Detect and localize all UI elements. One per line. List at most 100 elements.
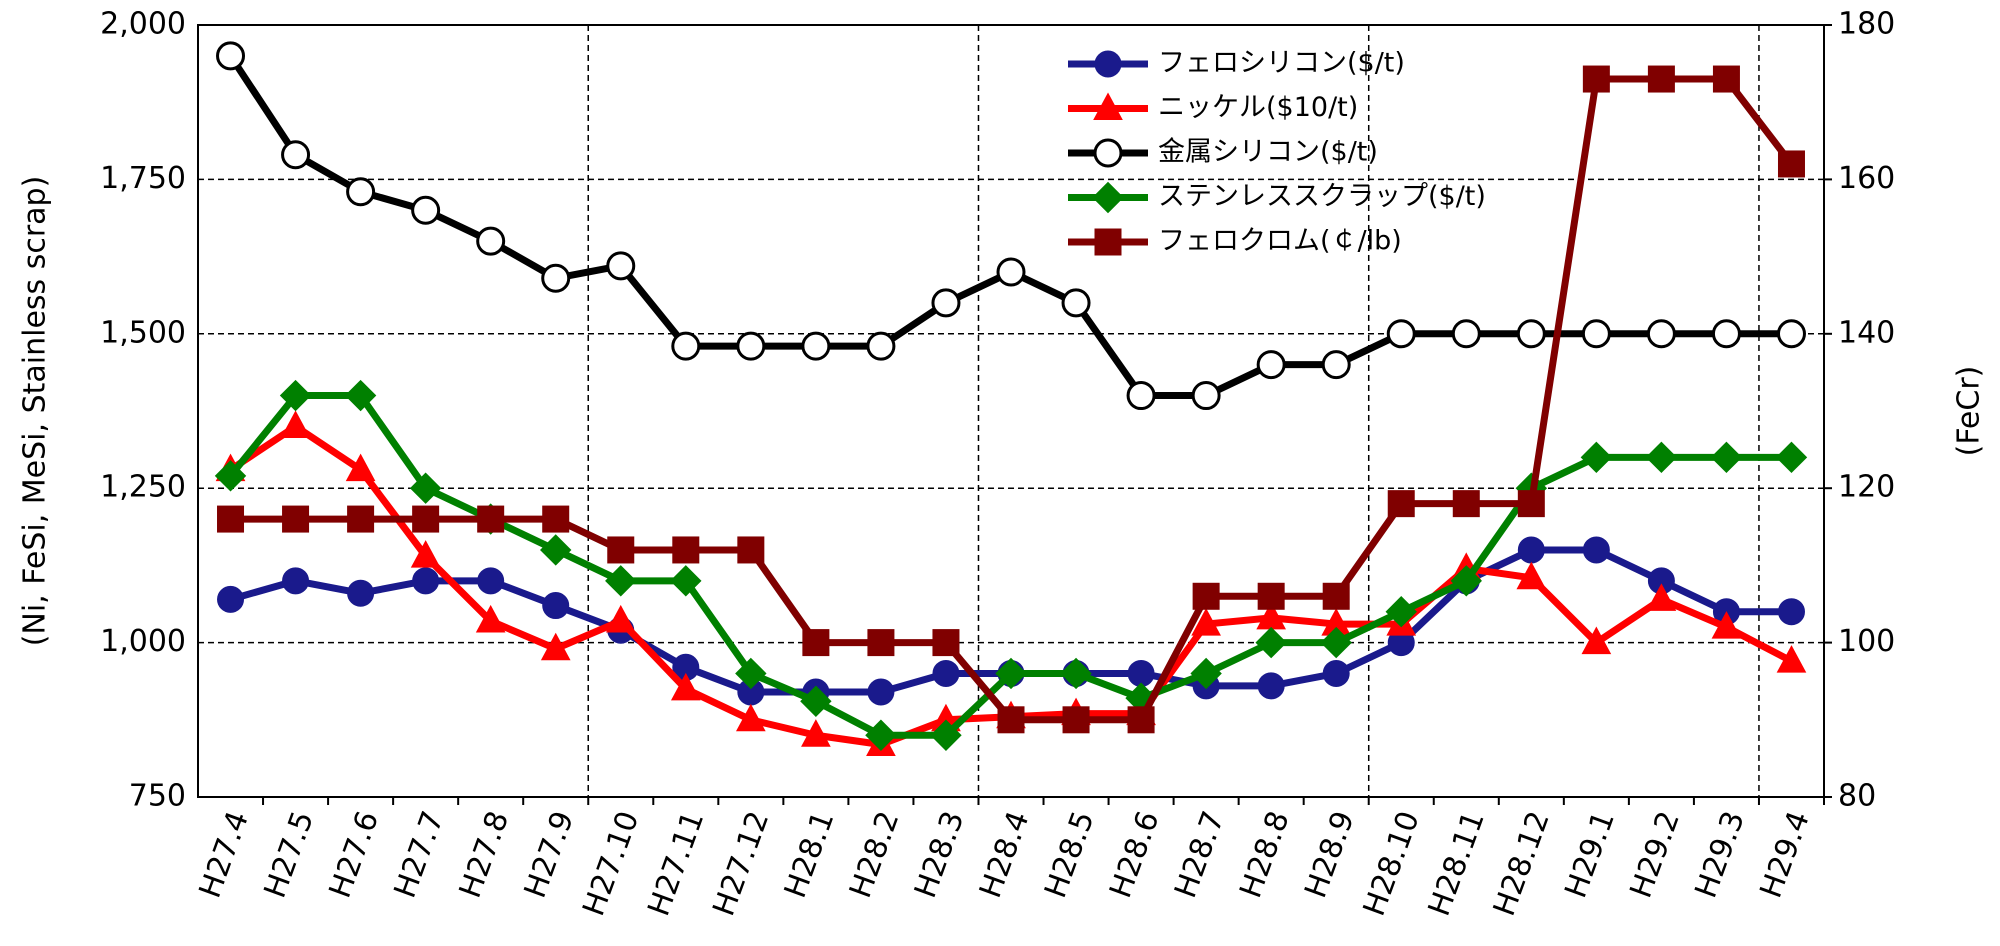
y-tick-label: 1,500 — [100, 315, 186, 350]
marker — [1647, 65, 1675, 93]
marker — [1387, 490, 1415, 518]
y2-tick-label: 100 — [1838, 624, 1895, 659]
marker — [607, 536, 635, 564]
marker — [477, 567, 505, 595]
marker — [1322, 659, 1350, 687]
y2-tick-label: 160 — [1838, 161, 1895, 196]
marker — [540, 632, 571, 661]
marker — [1257, 582, 1285, 610]
x-tick-label: H28.12 — [1487, 807, 1557, 921]
y-tick-label: 1,750 — [100, 161, 186, 196]
marker — [1127, 706, 1155, 734]
legend-label: フェロクロム(￠/lb) — [1158, 226, 1402, 257]
marker — [1094, 228, 1122, 256]
x-tick-label: H27.7 — [388, 807, 451, 903]
y2-tick-label: 120 — [1838, 470, 1895, 505]
y2-axis-label: (FeCr) — [1952, 366, 1987, 457]
marker — [476, 226, 506, 256]
y-axis-label: (Ni, FeSi, MeSi, Stainless scrap) — [18, 176, 53, 647]
x-tick-label: H27.11 — [641, 807, 711, 921]
marker — [605, 565, 637, 597]
marker — [1093, 92, 1123, 120]
marker — [1452, 490, 1480, 518]
marker — [1581, 626, 1612, 655]
marker — [542, 592, 570, 620]
y-tick-label: 1,250 — [100, 470, 186, 505]
marker — [217, 585, 245, 613]
marker — [1646, 319, 1676, 349]
marker — [1062, 706, 1090, 734]
marker — [281, 140, 311, 170]
x-tick-label: H28.3 — [908, 807, 971, 903]
series — [214, 379, 1808, 751]
marker — [867, 678, 895, 706]
marker — [345, 453, 376, 482]
marker — [1450, 565, 1482, 597]
marker — [671, 331, 701, 361]
x-tick-label: H29.1 — [1558, 807, 1621, 903]
x-tick-label: H28.6 — [1103, 807, 1166, 903]
marker — [280, 410, 311, 438]
marker — [1516, 561, 1547, 590]
marker — [1517, 490, 1545, 518]
marker — [1776, 645, 1807, 673]
marker — [1712, 65, 1740, 93]
marker — [1255, 626, 1287, 659]
marker — [1257, 672, 1285, 700]
marker — [1711, 319, 1741, 349]
marker — [1191, 381, 1221, 411]
marker — [606, 251, 636, 281]
marker — [866, 331, 896, 361]
marker — [1777, 598, 1805, 626]
y-tick-label: 1,000 — [100, 624, 186, 659]
marker — [867, 629, 895, 657]
x-tick-label: H27.4 — [193, 807, 256, 903]
x-tick-label: H28.4 — [973, 807, 1036, 903]
marker — [1385, 596, 1417, 628]
x-tick-label: H29.4 — [1754, 807, 1817, 903]
legend-label: ニッケル($10/t) — [1158, 92, 1358, 123]
marker — [800, 685, 832, 717]
marker — [411, 195, 441, 225]
marker — [932, 659, 960, 687]
x-tick-label: H29.3 — [1688, 807, 1751, 903]
marker — [1646, 583, 1677, 611]
marker — [1256, 350, 1286, 380]
marker — [1191, 608, 1221, 636]
marker — [1094, 50, 1122, 78]
x-tick-label: H29.2 — [1623, 807, 1686, 903]
x-tick-label: H28.8 — [1233, 807, 1296, 903]
marker — [410, 540, 441, 568]
legend-label: 金属シリコン($/t) — [1158, 137, 1378, 168]
series — [215, 410, 1807, 757]
marker — [346, 177, 376, 207]
marker — [1190, 657, 1222, 690]
x-tick-label: H27.12 — [706, 807, 776, 921]
marker — [1060, 657, 1092, 690]
marker — [1322, 582, 1350, 610]
marker — [1777, 150, 1805, 178]
x-tick-label: H27.8 — [453, 807, 516, 903]
series — [216, 41, 1806, 411]
marker — [1061, 288, 1091, 318]
y2-tick-label: 180 — [1838, 7, 1895, 42]
marker — [1192, 582, 1220, 610]
marker — [1580, 441, 1613, 474]
marker — [1582, 536, 1610, 564]
x-tick-label: H27.9 — [518, 807, 581, 903]
marker — [540, 534, 572, 566]
marker — [1092, 181, 1124, 214]
marker — [735, 657, 767, 690]
marker — [737, 536, 765, 564]
marker — [1711, 611, 1742, 639]
x-tick-label: H27.6 — [323, 807, 386, 903]
marker — [1516, 319, 1546, 349]
marker — [670, 565, 702, 597]
marker — [477, 505, 505, 533]
marker — [1517, 536, 1545, 564]
legend-label: フェロシリコン($/t) — [1158, 48, 1405, 79]
plot-frame — [197, 24, 1825, 798]
x-tick-label: H28.5 — [1038, 807, 1101, 903]
marker — [1321, 350, 1351, 380]
